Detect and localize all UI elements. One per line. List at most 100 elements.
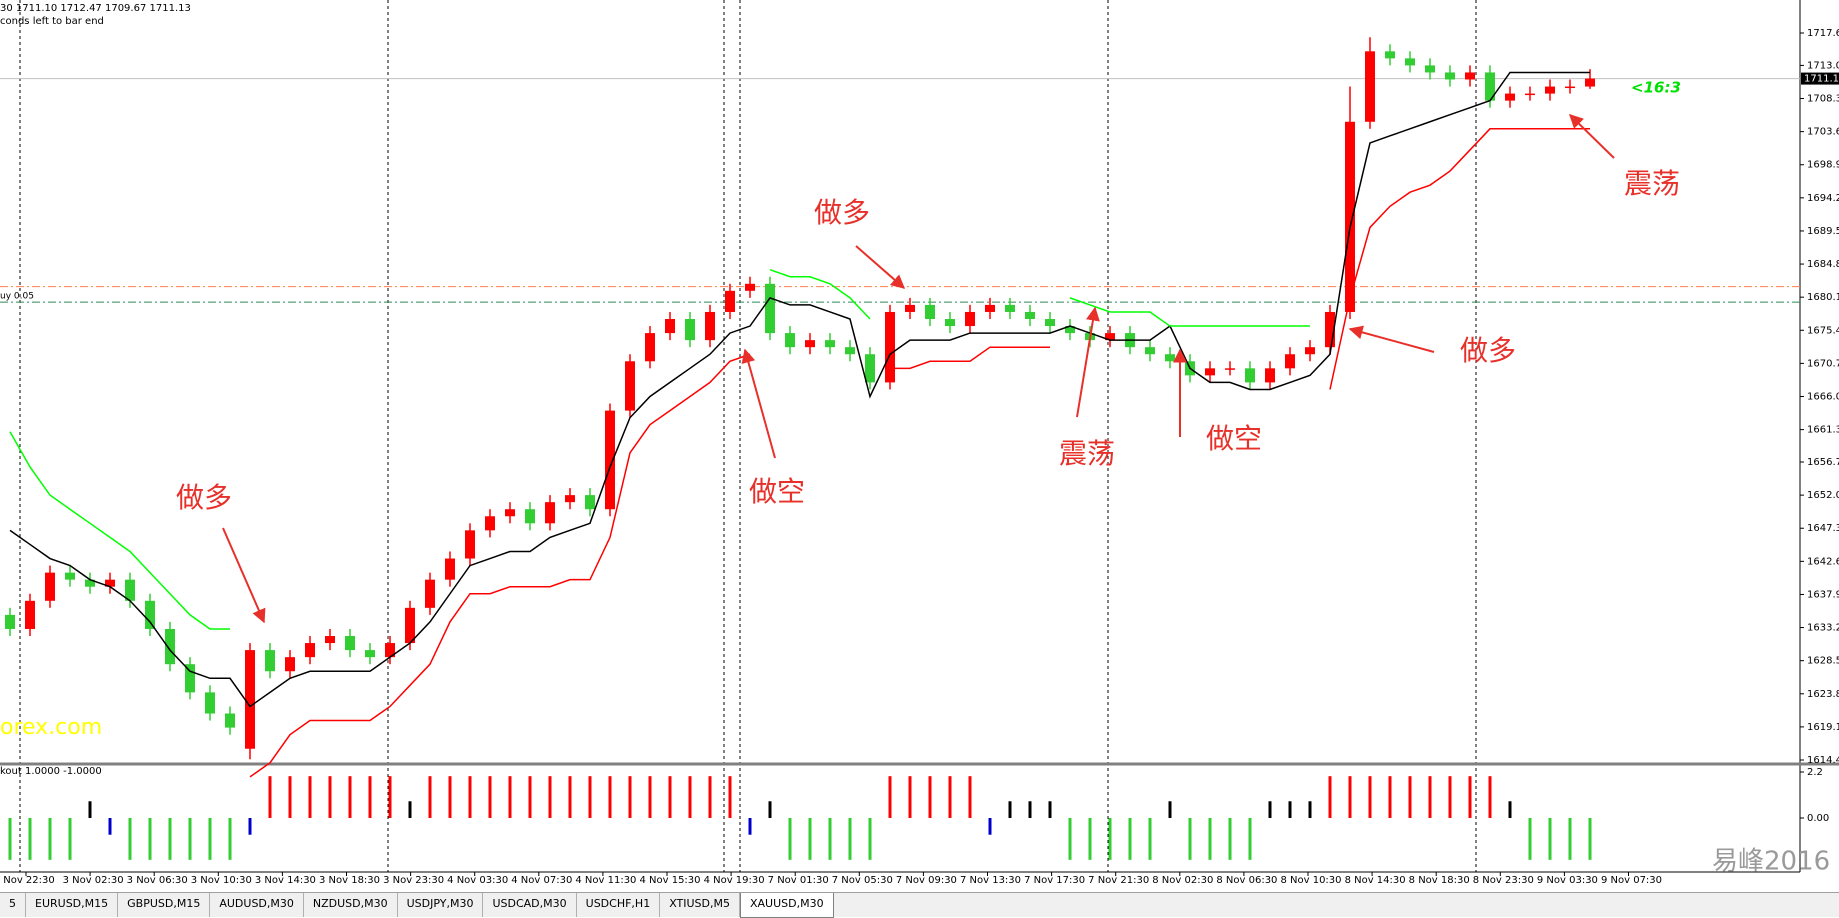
candle-body <box>165 628 175 665</box>
annotation: 震荡 <box>1624 167 1680 200</box>
candle-body <box>1565 86 1575 89</box>
subheader: conds left to bar end <box>0 16 104 27</box>
level-label: uy 0.05 <box>0 292 34 302</box>
x-tick-label: 7 Nov 09:30 <box>896 875 957 886</box>
x-tick-label: 4 Nov 11:30 <box>575 875 636 886</box>
candle-body <box>1505 93 1515 101</box>
indicator-line <box>9 268 1310 630</box>
candle-body <box>1005 304 1015 312</box>
candle-body <box>225 713 235 728</box>
candle-body <box>605 410 615 510</box>
x-tick-label: 7 Nov 05:30 <box>832 875 893 886</box>
x-tick-label: 8 Nov 23:30 <box>1473 875 1534 886</box>
candle-body <box>85 579 95 587</box>
y-tick-label: 1614.40 <box>1807 755 1839 766</box>
annotation-arrow <box>741 348 776 459</box>
candle-body <box>1365 51 1375 122</box>
indicator-tick-label: 0.00 <box>1807 813 1829 824</box>
annotation: 做多 <box>1460 334 1516 367</box>
candle-body <box>765 283 775 334</box>
symbol-tab[interactable]: 5 <box>0 893 26 917</box>
x-tick-label: 7 Nov 21:30 <box>1088 875 1149 886</box>
current-price-label: 1711.13 <box>1804 74 1839 85</box>
x-tick-label: 3 Nov 14:30 <box>255 875 316 886</box>
candle-body <box>745 283 755 291</box>
candle-body <box>1165 354 1175 362</box>
candle-body <box>365 650 375 658</box>
signature: 易峰2016 <box>1712 847 1830 877</box>
annotation: 做空 <box>1206 422 1262 455</box>
candle-body <box>385 643 395 658</box>
candle-body <box>1385 51 1395 59</box>
y-tick-label: 1619.10 <box>1807 722 1839 733</box>
indicator-label: kout 1.0000 -1.0000 <box>0 766 102 777</box>
x-tick-label: 3 Nov 18:30 <box>319 875 380 886</box>
symbol-tab[interactable]: AUDUSD,M30 <box>210 893 304 917</box>
x-tick-label: 3 Nov 23:30 <box>383 875 444 886</box>
symbol-tab[interactable]: USDCHF,H1 <box>577 893 661 917</box>
candle-body <box>465 530 475 559</box>
candle-body <box>665 319 675 334</box>
symbol-tab[interactable]: NZDUSD,M30 <box>304 893 398 917</box>
candle-body <box>5 614 15 629</box>
candle-body <box>905 304 915 312</box>
candle-body <box>1065 326 1075 334</box>
indicator-line <box>249 128 1590 778</box>
candle-body <box>305 643 315 658</box>
candle-body <box>345 636 355 651</box>
symbol-tab[interactable]: XTIUSD,M5 <box>660 893 740 917</box>
plot-area <box>0 0 1800 764</box>
symbol-tab[interactable]: USDJPY,M30 <box>398 893 484 917</box>
symbol-tab[interactable]: USDCAD,M30 <box>483 893 577 917</box>
candle-body <box>265 650 275 672</box>
candle-body <box>1545 86 1555 94</box>
candle-body <box>845 347 855 355</box>
candle-body <box>1205 368 1215 376</box>
y-tick-label: 1628.50 <box>1807 656 1839 667</box>
candle-body <box>425 579 435 608</box>
y-tick-label: 1666.00 <box>1807 392 1839 403</box>
candle-body <box>1425 65 1435 73</box>
y-tick-label: 1689.50 <box>1807 226 1839 237</box>
x-tick-label: 8 Nov 18:30 <box>1409 875 1470 886</box>
y-tick-label: 1713.00 <box>1807 60 1839 71</box>
candle-body <box>25 600 35 629</box>
candle-body <box>285 657 295 672</box>
candle-body <box>1325 311 1335 348</box>
x-tick-label: 7 Nov 01:30 <box>768 875 829 886</box>
candle-body <box>1345 121 1355 312</box>
candle-body <box>885 311 895 383</box>
y-tick-label: 1656.70 <box>1807 457 1839 468</box>
x-tick-label: 9 Nov 07:30 <box>1601 875 1662 886</box>
symbol-tab[interactable]: GBPUSD,M15 <box>118 893 211 917</box>
symbol-tab[interactable]: EURUSD,M15 <box>26 893 119 917</box>
candle-body <box>105 579 115 587</box>
y-tick-label: 1684.80 <box>1807 259 1839 270</box>
tab-bar: 5 EURUSD,M15 GBPUSD,M15 AUDUSD,M30 NZDUSD,M3… <box>0 892 1839 918</box>
x-tick-label: 8 Nov 02:30 <box>1152 875 1213 886</box>
x-tick-label: Nov 22:30 <box>3 875 55 886</box>
candle-body <box>45 572 55 601</box>
candle-body <box>685 319 695 341</box>
candle-body <box>1265 368 1275 383</box>
x-tick-label: 7 Nov 13:30 <box>960 875 1021 886</box>
y-tick-label: 1652.00 <box>1807 490 1839 501</box>
candle-body <box>325 636 335 644</box>
candle-body <box>1585 78 1595 87</box>
candle-body <box>725 290 735 312</box>
y-tick-label: 1661.30 <box>1807 425 1839 436</box>
candle-body <box>1025 311 1035 320</box>
candle-body <box>1225 368 1235 370</box>
symbol-tab[interactable]: XAUUSD,M30 <box>740 893 834 918</box>
y-tick-label: 1675.40 <box>1807 325 1839 336</box>
candle-body <box>145 600 155 629</box>
candle-body <box>645 333 655 362</box>
candle-body <box>625 361 635 411</box>
day-separators <box>19 0 1477 872</box>
annotation: 震荡 <box>1059 437 1115 470</box>
x-tick-label: 7 Nov 17:30 <box>1024 875 1085 886</box>
y-tick-label: 1647.30 <box>1807 523 1839 534</box>
indicator-line <box>9 71 1590 708</box>
candle-body <box>1245 368 1255 383</box>
